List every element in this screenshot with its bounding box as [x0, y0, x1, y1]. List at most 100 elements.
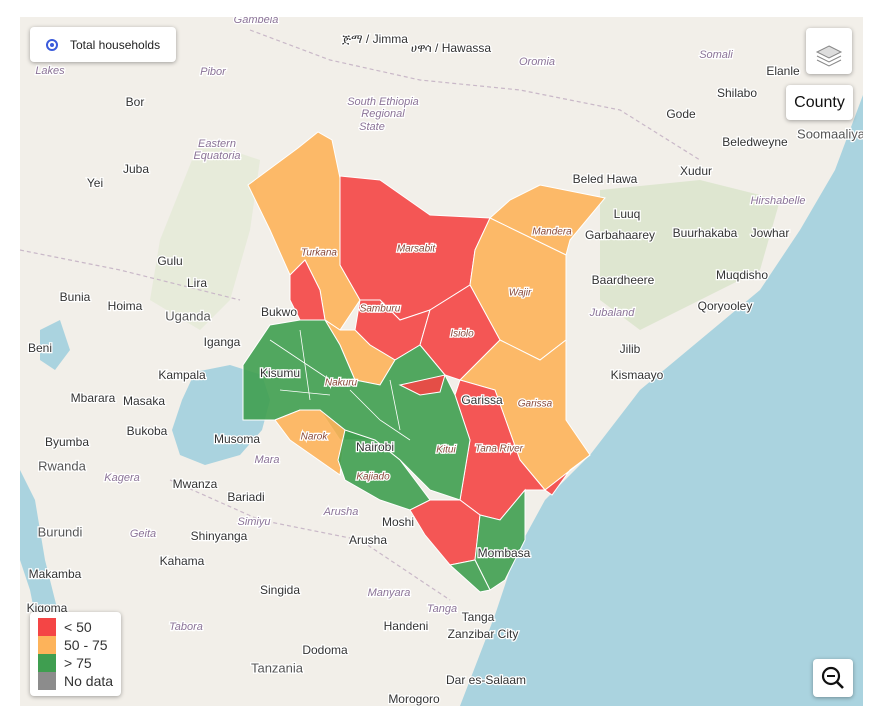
map-label: Oromia: [519, 56, 555, 68]
map-label: Eastern: [198, 138, 236, 150]
map-label: Elanle: [766, 64, 800, 78]
map-label: Isiolo: [450, 329, 474, 340]
radio-button[interactable]: [46, 39, 58, 51]
map[interactable]: Juba Yei Bor Lakes Pibor Eastern Equatoria Gamb…: [20, 17, 863, 706]
map-label: Nakuru: [325, 378, 358, 389]
map-label: Rwanda: [38, 458, 86, 473]
map-label: Lira: [187, 276, 207, 290]
map-label: Mandera: [532, 227, 572, 238]
layer-option-label: Total households: [70, 38, 161, 52]
ocean: [460, 17, 863, 706]
map-label: Kagera: [104, 472, 139, 484]
map-label: Garissa: [461, 393, 503, 407]
map-label: Regional: [361, 108, 405, 120]
map-label: Nairobi: [356, 440, 394, 454]
map-label: Geita: [130, 528, 156, 540]
map-label: State: [359, 121, 385, 133]
map-label: Zanzibar City: [448, 627, 519, 641]
legend-label: > 75: [64, 655, 92, 671]
map-label: Musoma: [214, 432, 260, 446]
map-label: Dar es-Salaam: [446, 673, 526, 687]
map-label: Beled Hawa: [573, 172, 638, 186]
map-label: ሀዋሳ / Hawassa: [411, 41, 491, 55]
map-label: Somali: [699, 49, 733, 61]
county-area[interactable]: [448, 559, 491, 593]
map-label: Kajiado: [356, 472, 390, 483]
legend-label: No data: [64, 673, 114, 689]
map-label: Moshi: [382, 515, 414, 529]
map-label: Kismaayo: [611, 368, 664, 382]
map-label: Garbahaarey: [585, 228, 655, 242]
map-label: Garissa: [518, 399, 553, 410]
map-label: Marsabit: [397, 244, 437, 255]
map-label: Tabora: [169, 621, 203, 633]
layer-option[interactable]: Total households: [30, 27, 176, 62]
map-label: South Ethiopia: [347, 96, 419, 108]
map-label: ጅማ / Jimma: [342, 32, 408, 46]
map-label: Beledweyne: [722, 135, 788, 149]
map-label: Tanzania: [251, 660, 304, 675]
legend-swatch: [38, 672, 56, 690]
layers-button[interactable]: [806, 28, 852, 74]
map-label: Beni: [28, 341, 52, 355]
map-label: Manyara: [368, 587, 411, 599]
map-label: Uganda: [165, 308, 211, 323]
map-label: Xudur: [680, 164, 712, 178]
map-label: Shilabo: [717, 86, 757, 100]
map-label: Lakes: [35, 65, 65, 77]
legend: < 50 50 - 75 > 75 No data: [30, 612, 121, 696]
map-label: Iganga: [204, 335, 241, 349]
map-label: Bukwo: [261, 305, 297, 319]
map-label: Luuq: [614, 207, 641, 221]
map-label: Buurhakaba: [673, 226, 738, 240]
map-label: Mwanza: [173, 477, 218, 491]
map-label: Gambela: [234, 17, 279, 26]
map-label: Juba: [123, 162, 149, 176]
map-label: Simiyu: [237, 516, 270, 528]
map-label: Narok: [301, 432, 329, 443]
map-label: Makamba: [29, 567, 82, 581]
map-label: Jubaland: [589, 307, 636, 319]
legend-swatch: [38, 654, 56, 672]
layer-button[interactable]: County: [786, 85, 853, 120]
map-label: Bariadi: [227, 490, 264, 504]
legend-label: 50 - 75: [64, 637, 108, 653]
county-area[interactable]: [544, 454, 591, 496]
lake: [40, 320, 70, 370]
map-label: Masaka: [123, 394, 165, 408]
map-label: Soomaaliya: [797, 126, 863, 141]
map-label: Baardheere: [592, 273, 655, 287]
map-label: Morogoro: [388, 692, 440, 706]
map-label: Bunia: [60, 290, 91, 304]
map-label: Dodoma: [302, 643, 348, 657]
map-label: Kisumu: [260, 366, 300, 380]
park: [150, 140, 260, 330]
map-label: Shinyanga: [191, 529, 248, 543]
map-label: Tana River: [475, 444, 524, 455]
map-label: Gulu: [157, 254, 182, 268]
zoom-out-button[interactable]: [813, 659, 853, 697]
map-label: Equatoria: [193, 150, 240, 162]
map-label: Kitui: [436, 445, 456, 456]
map-label: Jilib: [620, 342, 641, 356]
map-label: Kampala: [158, 368, 206, 382]
park: [600, 180, 780, 330]
lake-tanganyika: [20, 470, 60, 650]
county-area[interactable]: [398, 374, 446, 396]
zoom-icon: [821, 666, 844, 689]
map-label: Mombasa: [478, 546, 531, 560]
map-label: Bor: [126, 95, 145, 109]
map-label: Hoima: [108, 299, 143, 313]
map-label: Handeni: [384, 619, 429, 633]
map-label: Hirshabelle: [750, 195, 805, 207]
map-label: Burundi: [38, 524, 83, 539]
map-label: Wajir: [509, 288, 532, 299]
map-label: Tanga: [462, 610, 495, 624]
map-label: Kahama: [160, 554, 205, 568]
map-label: Muqdisho: [716, 268, 768, 282]
border: [20, 29, 701, 601]
map-label: Qoryooley: [698, 299, 753, 313]
map-label: Gode: [666, 107, 696, 121]
legend-label: < 50: [64, 619, 92, 635]
